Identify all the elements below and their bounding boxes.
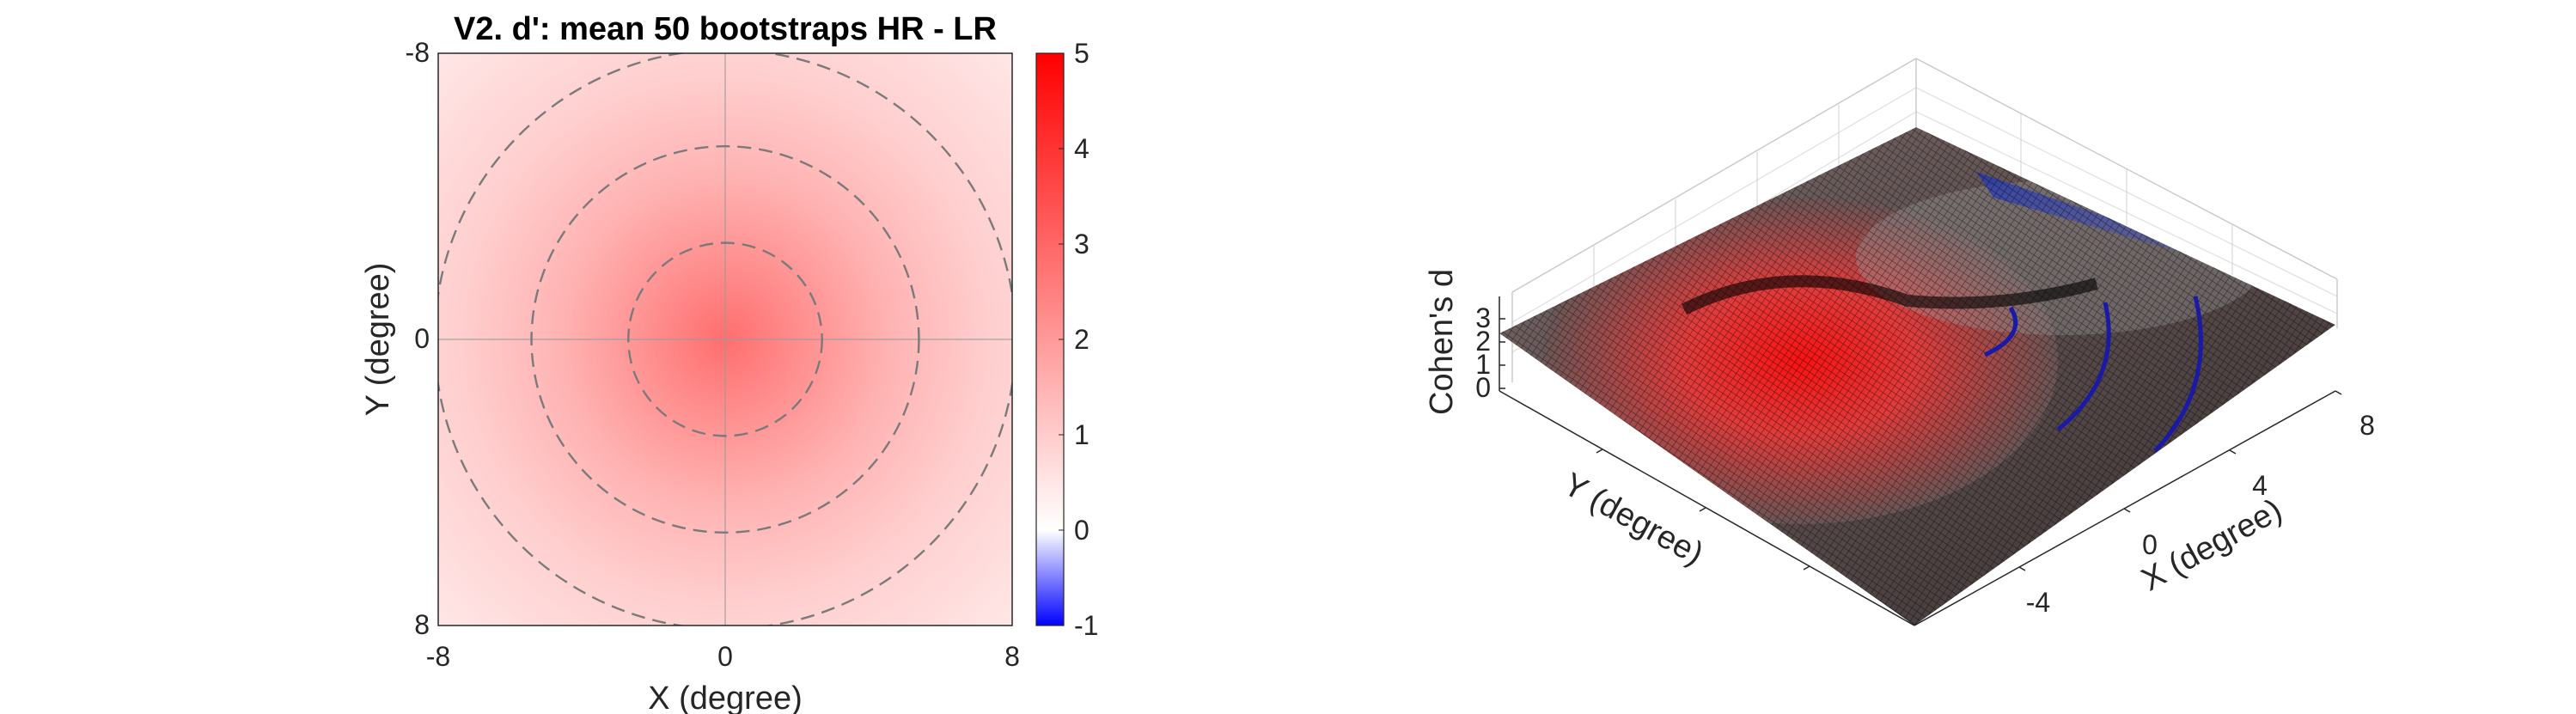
heatmap-ytick: 0: [414, 323, 430, 354]
heatmap-xtick: 8: [1004, 641, 1020, 672]
contour-circle: [530, 145, 920, 534]
colorbar-tick-label: 3: [1074, 229, 1090, 259]
heatmap-contours: [438, 53, 1012, 626]
heatmap-xtick: 0: [717, 641, 733, 672]
colorbar-tick-label: 4: [1074, 133, 1090, 164]
heatmap-xlabel: X (degree): [648, 680, 803, 714]
surface-xtick: 8: [2359, 410, 2375, 441]
colorbar-tick-label: 5: [1074, 38, 1090, 69]
surface-ztick: 0: [1475, 372, 1491, 403]
surface-contour-lines: [1983, 296, 2203, 453]
heatmap-ytick: 8: [414, 609, 430, 640]
surface-ztick: 1: [1475, 349, 1491, 380]
surface-z-ticks: [1499, 318, 1505, 389]
heatmap-ylabel: Y (degree): [360, 263, 396, 417]
surface-xtick: -4: [2026, 587, 2050, 618]
surface-xtick: 4: [2252, 470, 2268, 501]
heatmap-axes-box: [437, 52, 1013, 626]
surface-xtick: 0: [2142, 529, 2158, 560]
surface-ztick: 2: [1475, 326, 1491, 357]
surface-xlabel: X (degree): [2135, 492, 2287, 599]
surface-ylabel: Y (degree): [1557, 467, 1709, 572]
contour-circle: [627, 241, 823, 437]
surface-y-ticks: [1596, 449, 1810, 571]
colorbar-ticks: [1059, 52, 1064, 626]
surface-mesh: [1499, 127, 2335, 626]
surface-x-ticks: [2018, 390, 2342, 571]
surface-axes-edges: [1499, 296, 2336, 626]
heatmap-title: V2. d': mean 50 bootstraps HR - LR: [454, 11, 997, 47]
heatmap-ytick: -8: [406, 37, 430, 68]
heatmap-plot: V2. d': mean 50 bootstraps HR - LR -8 0 …: [360, 11, 1098, 714]
surface-ztick: 3: [1475, 302, 1491, 333]
colorbar-tick-label: 1: [1074, 419, 1090, 450]
heatmap-xtick: -8: [426, 641, 450, 672]
colorbar-tick-label: -1: [1074, 610, 1098, 641]
surface-plot: 0 1 2 3 -4 0 4 8 Cohen's d Y (degree) X …: [1424, 58, 2375, 626]
colorbar-tick-label: 0: [1074, 515, 1090, 546]
surface-zlabel: Cohen's d: [1424, 269, 1460, 415]
colorbar-tick-label: 2: [1074, 324, 1090, 355]
